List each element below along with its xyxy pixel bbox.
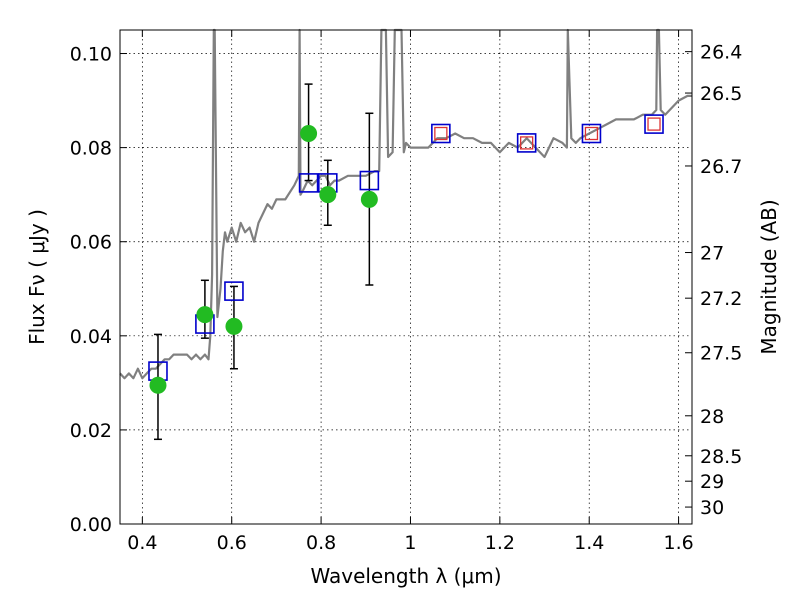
x-tick-label: 0.8 — [306, 532, 336, 554]
y-tick-label: 0.06 — [70, 232, 112, 254]
right-tick-label: 28.5 — [700, 446, 742, 468]
observed-point — [319, 186, 337, 204]
model-box-inner — [434, 126, 448, 141]
right-tick-label: 27.5 — [700, 343, 742, 365]
model-box — [581, 123, 602, 144]
x-axis-label: Wavelength λ (μm) — [310, 564, 501, 588]
model-box — [359, 170, 380, 191]
model-box — [516, 133, 537, 153]
model-box — [431, 123, 451, 144]
observed-point — [360, 190, 378, 208]
y-axis-label: Flux Fν ( μJy ) — [25, 209, 49, 345]
model-box-inner — [584, 126, 599, 141]
x-tick-label: 1.4 — [574, 532, 604, 554]
y-tick-label: 0.08 — [70, 138, 112, 160]
errorbar-series — [153, 83, 374, 441]
right-tick-label: 29 — [700, 471, 724, 493]
observed-point — [149, 376, 167, 394]
plot-frame — [119, 29, 693, 525]
y-axis-right-label: Magnitude (AB) — [757, 199, 781, 354]
y-tick-label: 0.04 — [70, 326, 112, 348]
spectrum-series — [119, 28, 692, 380]
right-tick-label: 27 — [700, 243, 724, 265]
x-tick-label: 0.6 — [217, 532, 247, 554]
right-tick-label: 30 — [700, 497, 724, 519]
right-tick-label: 28 — [700, 406, 724, 428]
observed-point — [196, 306, 214, 324]
x-tick-label: 1.2 — [485, 532, 515, 554]
x-tick-label: 1 — [404, 532, 416, 554]
observed-point — [225, 317, 243, 335]
model-series — [148, 114, 664, 381]
model-box — [298, 173, 319, 193]
x-tick-label: 1.6 — [663, 532, 693, 554]
x-tick-label: 0.4 — [127, 532, 157, 554]
ticks: 0.4 0.6 0.8 1 1.2 1.4 1.6 0.00 0.02 0.04 0.06 0.08 0… — [70, 30, 742, 554]
y-tick-label: 0.10 — [70, 44, 112, 66]
model-box-inner — [520, 136, 534, 150]
right-tick-label: 26.7 — [700, 156, 742, 178]
observed-point — [300, 125, 318, 143]
y-tick-label: 0.00 — [70, 514, 112, 536]
observed-series — [149, 125, 378, 394]
grid — [120, 30, 692, 525]
model-box-inner — [647, 117, 661, 131]
model-box — [644, 114, 664, 134]
spectrum-line — [119, 28, 692, 380]
right-tick-label: 26.5 — [700, 83, 742, 105]
right-tick-label: 27.2 — [700, 288, 742, 310]
y-tick-label: 0.02 — [70, 420, 112, 442]
right-tick-label: 26.4 — [700, 42, 742, 64]
model-box — [224, 281, 244, 301]
